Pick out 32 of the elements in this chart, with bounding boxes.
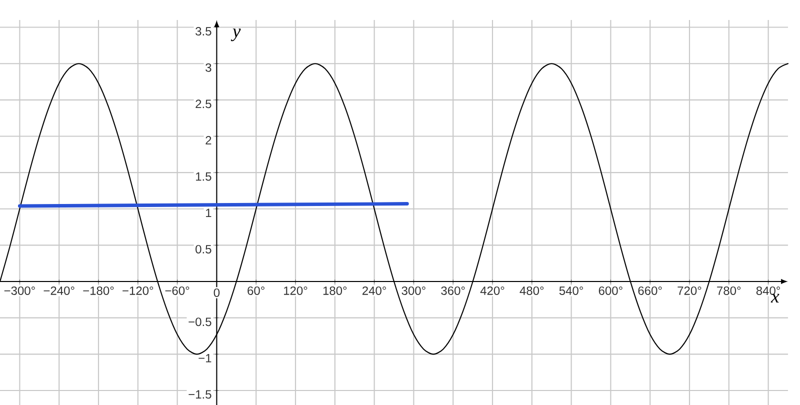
y-tick-label: 2.5 [196,100,212,108]
x-axis-title: x [770,294,780,302]
y-tick-label: 3.5 [196,27,212,36]
x-tick-label: −180° [83,286,114,295]
y-axis-title: y [230,28,241,42]
x-tick-label: −240° [44,286,74,295]
x-tick-label: 480° [520,286,544,295]
x-tick-label: 60° [248,286,264,295]
y-tick-label: 0.5 [196,244,212,254]
x-tick-label: 360° [441,286,465,295]
x-tick-label: 600° [598,286,622,295]
x-tick-label: 840° [756,286,780,295]
x-tick-label: −60° [165,286,190,295]
x-tick-label: 720° [678,286,702,295]
x-tick-label: 240° [362,286,386,295]
x-tick-label: 120° [284,286,308,295]
x-tick-label: 540° [559,286,583,295]
y-tick-label: 2 [206,136,212,144]
y-tick-label: −1 [198,354,212,362]
x-tick-label: 0 [214,288,220,297]
y-tick-label: 1.5 [196,172,212,181]
x-tick-label: 300° [402,286,426,295]
x-tick-label: 780° [717,286,741,295]
y-tick-label: 1 [206,208,212,217]
y-tick-label: −0.5 [188,318,212,326]
x-tick-label: −120° [122,286,154,295]
x-tick-label: 660° [638,286,662,295]
x-tick-label: −300° [4,286,35,295]
x-tick-label: 420° [480,286,504,295]
y-tick-label: 3 [206,63,212,72]
x-tick-label: 180° [323,286,347,295]
y-tick-label: −1.5 [188,390,212,399]
